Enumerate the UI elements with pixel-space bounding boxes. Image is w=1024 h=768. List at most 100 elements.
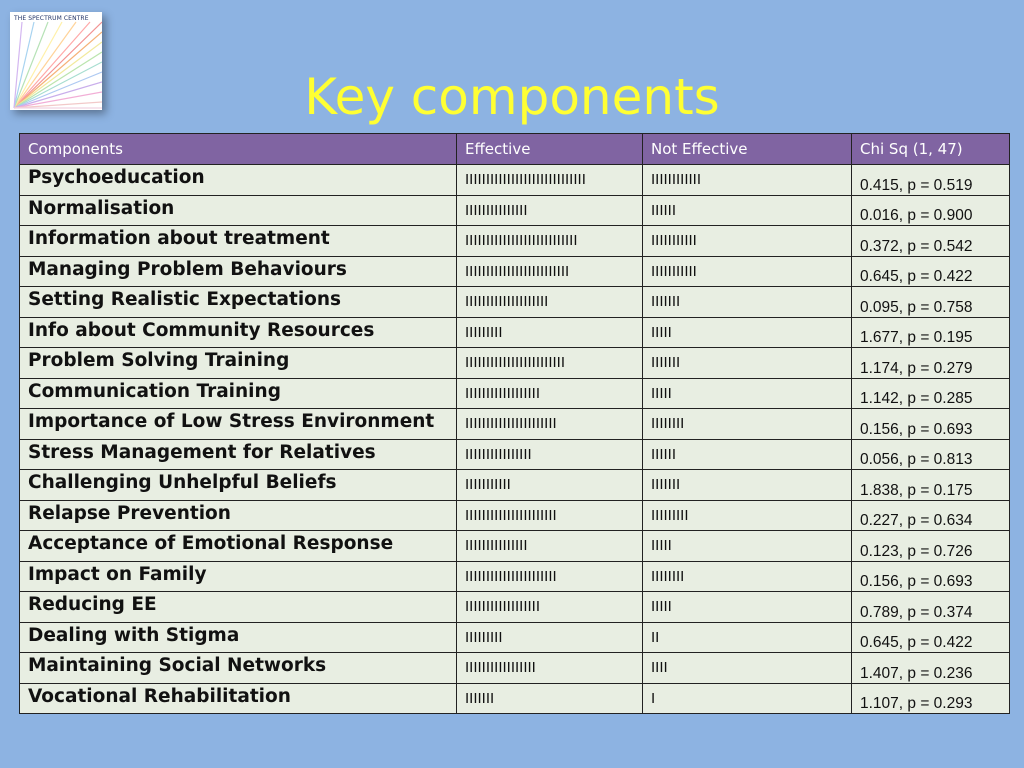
- table-row: Dealing with Stigma IIIIIIIII II 0.645, p =…: [19, 621, 1010, 653]
- effective-tally-cell: IIIIIIIIIIIIIIIIIIII: [456, 286, 643, 318]
- component-cell: Setting Realistic Expectations: [19, 286, 457, 318]
- component-cell: Dealing with Stigma: [19, 621, 457, 653]
- table-row: Importance of Low Stress Environment IIII…: [19, 408, 1010, 440]
- component-cell: Information about treatment: [19, 225, 457, 257]
- component-cell: Communication Training: [19, 377, 457, 409]
- table-row: Stress Management for Relatives IIIIIIIII…: [19, 438, 1010, 470]
- effective-tally-cell: IIIIIIIII: [456, 316, 643, 348]
- effective-tally-cell: IIIIIIIIIII: [456, 469, 643, 501]
- effective-tally-cell: IIIIIIIIIIIIIIIIIIIIII: [456, 499, 643, 531]
- chi-sq-cell: 0.789, p = 0.374: [851, 591, 1010, 623]
- chi-sq-cell: 1.142, p = 0.285: [851, 377, 1010, 409]
- chi-sq-cell: 0.123, p = 0.726: [851, 530, 1010, 562]
- component-cell: Reducing EE: [19, 591, 457, 623]
- not-effective-tally-cell: IIIIIIIIIII: [642, 225, 852, 257]
- components-table: Components Effective Not Effective Chi S…: [19, 133, 1010, 714]
- chi-sq-cell: 0.095, p = 0.758: [851, 286, 1010, 318]
- table-row: Maintaining Social Networks IIIIIIIIIIIII…: [19, 652, 1010, 684]
- component-cell: Vocational Rehabilitation: [19, 682, 457, 714]
- effective-tally-cell: IIIIIIIIIIIIIIIIIIIIII: [456, 560, 643, 592]
- effective-tally-cell: IIIIIIIIIIIIIIIIIIIIII: [456, 408, 643, 440]
- slide-title: Key components: [304, 68, 720, 126]
- effective-tally-cell: IIIIIIIIIIIIIIIIIIIIIIIIIII: [456, 225, 643, 257]
- chi-sq-cell: 1.107, p = 0.293: [851, 682, 1010, 714]
- table-row: Psychoeducation IIIIIIIIIIIIIIIIIIIIIIIII…: [19, 164, 1010, 196]
- not-effective-tally-cell: IIIIIII: [642, 286, 852, 318]
- component-cell: Problem Solving Training: [19, 347, 457, 379]
- not-effective-tally-cell: I: [642, 682, 852, 714]
- not-effective-tally-cell: IIIIIIII: [642, 408, 852, 440]
- not-effective-tally-cell: IIIIIIIII: [642, 499, 852, 531]
- chi-sq-cell: 0.156, p = 0.693: [851, 560, 1010, 592]
- table-row: Challenging Unhelpful Beliefs IIIIIIIIIII…: [19, 469, 1010, 501]
- effective-tally-cell: IIIIIIIII: [456, 621, 643, 653]
- chi-sq-cell: 0.056, p = 0.813: [851, 438, 1010, 470]
- effective-tally-cell: IIIIIIIIIIIIIII: [456, 194, 643, 226]
- table-row: Relapse Prevention IIIIIIIIIIIIIIIIIIIIII…: [19, 499, 1010, 531]
- not-effective-tally-cell: IIIII: [642, 377, 852, 409]
- header-not-effective: Not Effective: [642, 133, 852, 165]
- chi-sq-cell: 1.174, p = 0.279: [851, 347, 1010, 379]
- header-components: Components: [19, 133, 457, 165]
- effective-tally-cell: IIIIIIIIIIIIIIIIIIIIIIII: [456, 347, 643, 379]
- header-effective: Effective: [456, 133, 643, 165]
- effective-tally-cell: IIIIIIIIIIIIIIIIIIIIIIIII: [456, 255, 643, 287]
- table-row: Impact on Family IIIIIIIIIIIIIIIIIIIIII II…: [19, 560, 1010, 592]
- logo-text: THE SPECTRUM CENTRE: [14, 15, 89, 22]
- spectrum-centre-logo: THE SPECTRUM CENTRE: [10, 12, 102, 110]
- not-effective-tally-cell: IIIIII: [642, 438, 852, 470]
- component-cell: Relapse Prevention: [19, 499, 457, 531]
- not-effective-tally-cell: IIIII: [642, 530, 852, 562]
- component-cell: Managing Problem Behaviours: [19, 255, 457, 287]
- not-effective-tally-cell: IIIIII: [642, 194, 852, 226]
- table-row: Problem Solving Training IIIIIIIIIIIIIIII…: [19, 347, 1010, 379]
- effective-tally-cell: IIIIIIIIIIIIIIIIIIIIIIIIIIIII: [456, 164, 643, 196]
- component-cell: Acceptance of Emotional Response: [19, 530, 457, 562]
- chi-sq-cell: 0.645, p = 0.422: [851, 255, 1010, 287]
- table-row: Info about Community Resources IIIIIIIII I…: [19, 316, 1010, 348]
- not-effective-tally-cell: IIIIIIIIIII: [642, 255, 852, 287]
- not-effective-tally-cell: IIII: [642, 652, 852, 684]
- table-row: Setting Realistic Expectations IIIIIIIIII…: [19, 286, 1010, 318]
- table-row: Reducing EE IIIIIIIIIIIIIIIIII IIIII 0.789,…: [19, 591, 1010, 623]
- chi-sq-cell: 0.372, p = 0.542: [851, 225, 1010, 257]
- component-cell: Info about Community Resources: [19, 316, 457, 348]
- component-cell: Normalisation: [19, 194, 457, 226]
- not-effective-tally-cell: IIIII: [642, 591, 852, 623]
- chi-sq-cell: 0.645, p = 0.422: [851, 621, 1010, 653]
- component-cell: Importance of Low Stress Environment: [19, 408, 457, 440]
- component-cell: Impact on Family: [19, 560, 457, 592]
- chi-sq-cell: 1.838, p = 0.175: [851, 469, 1010, 501]
- header-row: Components Effective Not Effective Chi S…: [19, 133, 1010, 165]
- not-effective-tally-cell: IIIIIIIIIIII: [642, 164, 852, 196]
- table-row: Vocational Rehabilitation IIIIIII I 1.107, …: [19, 682, 1010, 714]
- effective-tally-cell: IIIIIIIIIIIIIIIIII: [456, 377, 643, 409]
- effective-tally-cell: IIIIIIIIIIIIIII: [456, 530, 643, 562]
- table-row: Managing Problem Behaviours IIIIIIIIIIIII…: [19, 255, 1010, 287]
- chi-sq-cell: 0.227, p = 0.634: [851, 499, 1010, 531]
- not-effective-tally-cell: IIIIIII: [642, 469, 852, 501]
- effective-tally-cell: IIIIIIIIIIIIIIIII: [456, 652, 643, 684]
- table-row: Normalisation IIIIIIIIIIIIIII IIIIII 0.016,…: [19, 194, 1010, 226]
- component-cell: Maintaining Social Networks: [19, 652, 457, 684]
- not-effective-tally-cell: IIIIIII: [642, 347, 852, 379]
- component-cell: Challenging Unhelpful Beliefs: [19, 469, 457, 501]
- table-row: Information about treatment IIIIIIIIIIIII…: [19, 225, 1010, 257]
- table-row: Acceptance of Emotional Response IIIIIIII…: [19, 530, 1010, 562]
- chi-sq-cell: 0.156, p = 0.693: [851, 408, 1010, 440]
- table-row: Communication Training IIIIIIIIIIIIIIIIII…: [19, 377, 1010, 409]
- chi-sq-cell: 0.016, p = 0.900: [851, 194, 1010, 226]
- component-cell: Psychoeducation: [19, 164, 457, 196]
- rainbow-fan-icon: [13, 21, 102, 109]
- effective-tally-cell: IIIIIII: [456, 682, 643, 714]
- chi-sq-cell: 1.677, p = 0.195: [851, 316, 1010, 348]
- not-effective-tally-cell: II: [642, 621, 852, 653]
- chi-sq-cell: 0.415, p = 0.519: [851, 164, 1010, 196]
- not-effective-tally-cell: IIIII: [642, 316, 852, 348]
- chi-sq-cell: 1.407, p = 0.236: [851, 652, 1010, 684]
- effective-tally-cell: IIIIIIIIIIIIIIIIII: [456, 591, 643, 623]
- component-cell: Stress Management for Relatives: [19, 438, 457, 470]
- not-effective-tally-cell: IIIIIIII: [642, 560, 852, 592]
- header-chi-sq: Chi Sq (1, 47): [851, 133, 1010, 165]
- effective-tally-cell: IIIIIIIIIIIIIIII: [456, 438, 643, 470]
